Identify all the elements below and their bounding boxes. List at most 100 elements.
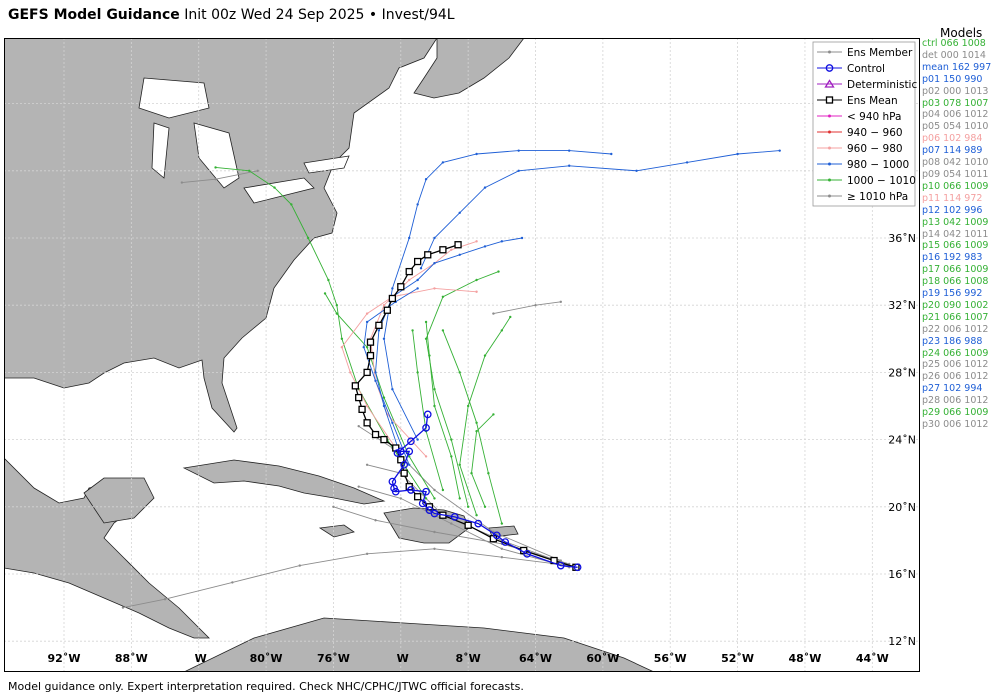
- map-title: GEFS Model Guidance Init 00z Wed 24 Sep …: [8, 7, 455, 23]
- member-track-blue: [419, 149, 781, 270]
- track-point: [408, 463, 411, 466]
- model-entry: p11 114 972: [922, 192, 983, 204]
- track-point: [534, 304, 537, 307]
- track-point: [685, 161, 689, 164]
- disclaimer-footer: Model guidance only. Expert interpretati…: [8, 680, 524, 693]
- legend-item: Control: [817, 63, 885, 75]
- track-point: [163, 598, 167, 601]
- track-point: [439, 246, 447, 254]
- model-entry: p17 066 1009: [922, 264, 989, 276]
- track-point: [500, 522, 504, 525]
- track-point: [380, 435, 388, 444]
- member-track-gray: [492, 300, 562, 315]
- track-point: [458, 253, 461, 256]
- storm-tracks: [121, 149, 781, 609]
- track-point: [397, 456, 405, 464]
- track-point: [501, 538, 510, 546]
- track-point: [365, 404, 369, 408]
- track-point: [419, 267, 423, 270]
- track-point: [517, 149, 520, 152]
- legend-label: 980 − 1000: [847, 159, 909, 171]
- member-track-green: [424, 320, 461, 500]
- longitude-labels: 92˚W 88˚W W 80˚W 76˚W W 8˚W 64˚W 60˚W 56˚W 52˚W 48˚…: [48, 652, 889, 665]
- track-point: [306, 236, 310, 240]
- track-point: [256, 169, 259, 172]
- track-point: [500, 329, 504, 332]
- lon-label: W: [195, 652, 207, 665]
- track-legend: Ens Member Control Deterministic Ens Mean < …: [812, 41, 917, 207]
- track-point: [475, 514, 478, 517]
- track-point: [365, 312, 369, 315]
- model-entry: p24 066 1009: [922, 347, 989, 359]
- track-point: [474, 519, 483, 528]
- model-entry: p07 114 989: [922, 145, 983, 157]
- track-point: [487, 472, 490, 475]
- lat-label: 24˚N: [888, 434, 916, 447]
- track-point: [408, 278, 411, 282]
- track-point: [433, 287, 436, 290]
- model-entry: p22 006 1012: [922, 323, 989, 335]
- graticule: [4, 38, 920, 672]
- lon-label: 88˚W: [115, 652, 148, 665]
- track-point: [357, 485, 360, 488]
- legend-label: Deterministic: [847, 79, 917, 91]
- member-track-gray: [121, 547, 571, 609]
- track-point: [458, 463, 461, 466]
- track-point: [382, 404, 386, 408]
- legend-item: 980 − 1000: [817, 159, 909, 171]
- model-entry: p15 066 1009: [922, 240, 989, 252]
- track-point: [635, 169, 638, 172]
- control-track: [388, 410, 582, 572]
- track-point: [365, 346, 369, 349]
- track-point: [335, 304, 339, 307]
- track-point: [523, 549, 531, 558]
- model-entry: p19 156 992: [922, 288, 983, 300]
- track-point: [559, 559, 562, 562]
- track-point: [433, 262, 436, 265]
- track-point: [424, 455, 428, 458]
- legend-label: 960 − 980: [847, 143, 903, 155]
- track-point: [397, 283, 405, 291]
- model-entry: p01 150 990: [922, 73, 983, 85]
- lon-label: 76˚W: [317, 652, 350, 665]
- track-point: [736, 152, 739, 156]
- track-point: [349, 371, 352, 374]
- title-bold: GEFS Model Guidance: [8, 7, 180, 23]
- track-point: [450, 438, 453, 441]
- lon-label: 56˚W: [654, 652, 687, 665]
- model-entry: p08 042 1010: [922, 157, 989, 169]
- model-entry: p06 102 984: [922, 133, 983, 145]
- legend-label: < 940 hPa: [847, 111, 901, 123]
- track-point: [433, 236, 436, 240]
- legend-label: ≥ 1010 hPa: [847, 191, 908, 203]
- track-point: [470, 472, 473, 475]
- track-point: [450, 522, 453, 525]
- track-point: [483, 245, 487, 248]
- track-point: [483, 354, 487, 357]
- latitude-labels: 36˚N 32˚N 28˚N 24˚N 20˚N 16˚N 12˚N: [888, 232, 916, 648]
- track-point: [366, 338, 375, 346]
- track-point: [559, 300, 562, 304]
- lon-label: 60˚W: [586, 652, 619, 665]
- track-point: [458, 371, 461, 374]
- model-entry: p09 054 1011: [922, 168, 989, 180]
- track-point: [375, 321, 383, 330]
- member-track-green: [424, 270, 500, 508]
- model-entry: p13 042 1009: [922, 216, 989, 228]
- track-point: [573, 563, 582, 572]
- legend-item: Ens Mean: [817, 95, 898, 107]
- track-point: [377, 329, 381, 332]
- track-point: [466, 404, 470, 408]
- track-point: [433, 488, 436, 492]
- track-point: [458, 211, 461, 214]
- model-entry: p26 006 1012: [922, 371, 989, 383]
- track-point: [358, 405, 366, 414]
- track-point: [400, 469, 408, 477]
- track-point: [332, 505, 335, 508]
- track-point: [424, 251, 432, 259]
- track-point: [454, 241, 462, 249]
- lat-label: 12˚N: [888, 635, 916, 648]
- track-point: [180, 181, 184, 184]
- model-entry: p23 186 988: [922, 335, 983, 347]
- track-point: [441, 488, 445, 492]
